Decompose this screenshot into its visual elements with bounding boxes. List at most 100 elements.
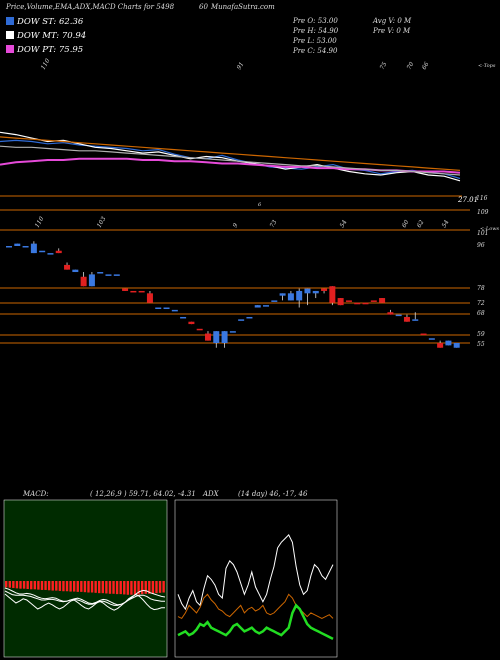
macd-hist-bar	[158, 581, 162, 593]
macd-hist-bar	[26, 581, 29, 589]
candle-body	[122, 288, 129, 291]
macd-hist-bar	[33, 581, 37, 590]
macd-hist-bar	[12, 581, 15, 589]
candle-body	[213, 331, 220, 343]
candle-body	[130, 290, 137, 293]
macd-hist-bar	[55, 581, 58, 591]
macd-hist-bar	[90, 581, 94, 593]
ema-top-tick-label: 75	[379, 61, 389, 71]
macd-signal-line	[4, 587, 166, 606]
macd-hist-bar	[155, 581, 158, 594]
ema-series-1	[0, 131, 461, 182]
candle-body	[337, 298, 344, 306]
adx-series-2	[177, 603, 334, 641]
macd-hist-bar	[133, 581, 137, 595]
candle-body	[221, 331, 228, 343]
candle-body	[196, 328, 203, 331]
candle-body	[263, 305, 270, 307]
candle-body	[72, 269, 79, 273]
macd-hist-bar	[37, 581, 40, 590]
candle-body	[88, 274, 95, 287]
candle-body	[146, 293, 153, 303]
ema-panel	[0, 195, 470, 231]
price-y-label: 109	[477, 209, 489, 216]
candle-body	[304, 288, 311, 294]
macd-hist-bar	[98, 581, 101, 594]
candle-body	[354, 302, 361, 305]
macd-hist-bar	[22, 581, 26, 589]
macd-hist-bar	[65, 581, 69, 592]
price-top-tick-label: 60	[401, 219, 411, 229]
macd-hist-bar	[19, 581, 22, 589]
macd-params: ( 12,26,9 ) 59.71, 64.02, -4.31	[90, 490, 196, 498]
ema-series-0	[0, 139, 461, 180]
candle-body	[246, 316, 253, 319]
candle-body	[370, 300, 377, 302]
candle-body	[105, 274, 112, 276]
macd-hist-bar	[47, 581, 51, 591]
legend-pt: DOW PT: 75.95	[6, 45, 83, 55]
price-top-tick-label: 62	[416, 219, 426, 229]
candle-body	[387, 312, 394, 315]
candle-body	[395, 314, 402, 317]
candle-body	[445, 340, 452, 346]
candle-body	[188, 321, 195, 325]
candle-body	[420, 333, 427, 336]
candle-body	[47, 253, 54, 255]
price-top-tick-label: 110	[34, 215, 46, 229]
macd-hist-bar	[126, 581, 130, 595]
candle-body	[279, 293, 286, 296]
ema-top-tick-label: 66	[421, 61, 431, 71]
macd-hist-bar	[148, 581, 151, 594]
macd-hist-bar	[8, 581, 11, 588]
macd-hist-bar	[87, 581, 90, 593]
macd-hist-bar	[30, 581, 33, 590]
site-name: MunafaSutra.com	[211, 3, 275, 11]
candle-body	[171, 309, 178, 312]
pre-low: Pre L: 53.00	[293, 37, 337, 45]
macd-hist-bar	[162, 581, 165, 593]
macd-title: MACD:	[23, 490, 49, 498]
candle-body	[155, 307, 162, 310]
adx-params: (14 day) 46, -17, 46	[238, 490, 308, 498]
macd-panel-bg	[3, 499, 168, 658]
price-y-label: 101	[477, 230, 488, 237]
legend-st-swatch	[6, 17, 14, 25]
macd-hist-bar	[108, 581, 112, 594]
chart-title: Price,Volume,EMA,ADX,MACD Charts for 549…	[6, 3, 175, 11]
candle-body	[22, 246, 29, 248]
candle-body	[329, 286, 336, 303]
price-y-label: 68	[477, 310, 485, 317]
candle-body	[113, 274, 120, 276]
macd-hist-bar	[44, 581, 47, 590]
macd-hist-bar	[144, 581, 147, 594]
macd-hist-bar	[62, 581, 65, 592]
macd-hist-bar	[151, 581, 155, 594]
candle-body	[97, 272, 104, 274]
macd-hist-bar	[112, 581, 115, 594]
ema-bottom-label: 6	[258, 202, 262, 208]
candle-body	[453, 343, 460, 348]
candle-body	[229, 331, 236, 333]
price-y-label: 96	[477, 242, 485, 249]
macd-hist-bar	[101, 581, 104, 594]
macd-hist-bar	[140, 581, 144, 595]
candle-body	[412, 319, 419, 321]
candle-body	[345, 300, 352, 302]
adx-series-0	[177, 534, 334, 611]
adx-series-1	[177, 593, 334, 620]
price-y-label: 59	[477, 331, 485, 338]
legend-mt: DOW MT: 70.94	[6, 31, 86, 41]
candle-body	[271, 300, 278, 302]
macd-hist-bar	[72, 581, 76, 592]
ema-top-tick-label: 91	[236, 61, 246, 71]
price-top-tick-label: 9	[232, 222, 240, 229]
candle-body	[321, 288, 328, 291]
price-corner-label: <-Lows	[480, 226, 499, 232]
candle-body	[163, 307, 170, 310]
price-top-tick-label: 54	[339, 219, 349, 229]
macd-hist-bar	[130, 581, 133, 595]
macd-hist-bar	[58, 581, 62, 591]
candle-body	[287, 293, 294, 301]
